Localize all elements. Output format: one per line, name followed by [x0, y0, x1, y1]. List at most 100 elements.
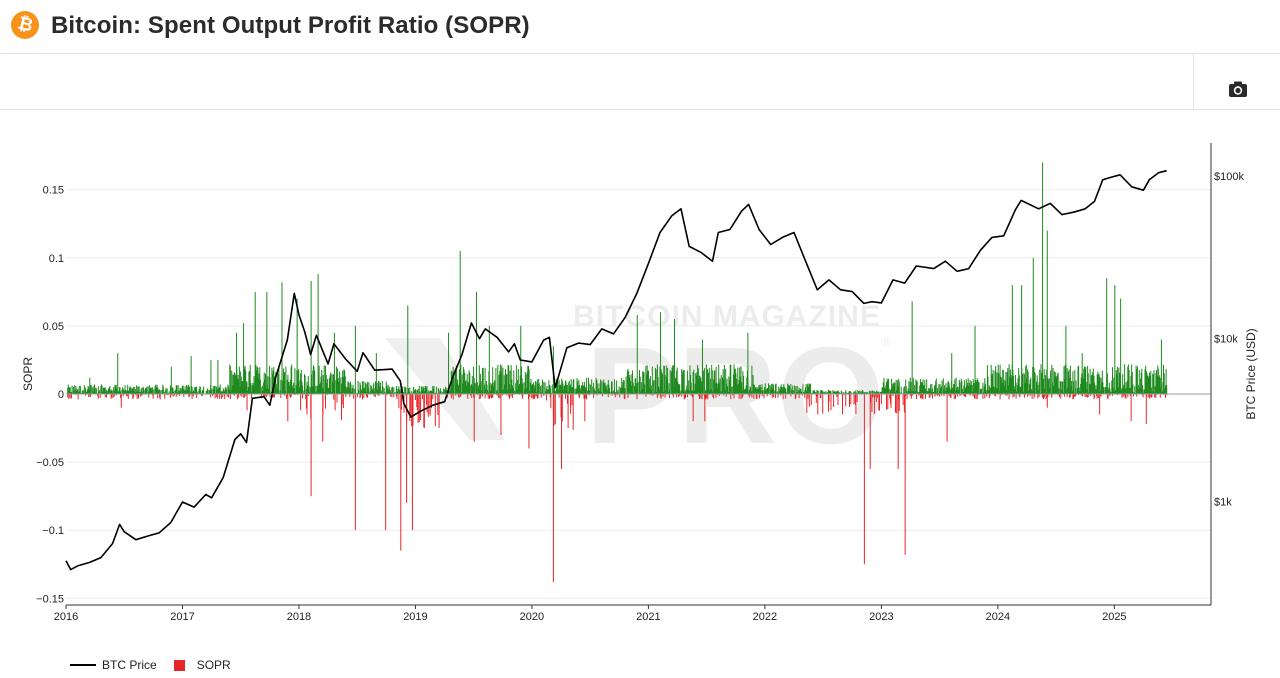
legend-sopr-swatch[interactable] — [173, 659, 185, 671]
sopr-bar — [533, 382, 535, 394]
sopr-bar — [505, 369, 506, 394]
sopr-bar — [679, 392, 681, 394]
sopr-bar — [950, 388, 952, 394]
sopr-bar — [811, 392, 813, 394]
sopr-bar — [773, 384, 775, 394]
sopr-bar — [402, 386, 404, 394]
sopr-bar — [251, 391, 252, 394]
sopr-bar — [219, 394, 221, 399]
sopr-bar — [967, 382, 969, 394]
sopr-bar — [157, 387, 159, 394]
sopr-bar — [111, 390, 113, 394]
sopr-bar — [1085, 366, 1087, 394]
sopr-bar — [180, 389, 182, 394]
sopr-bar — [925, 394, 926, 399]
sopr-bar — [460, 364, 462, 394]
legend-sopr-label[interactable]: SOPR — [196, 658, 231, 672]
sopr-bar — [178, 390, 180, 394]
sopr-bar — [929, 394, 931, 398]
sopr-bar — [343, 369, 345, 394]
sopr-bar — [265, 388, 267, 394]
sopr-bar — [570, 394, 572, 414]
chart-header: ₿ Bitcoin: Spent Output Profit Ratio (SO… — [0, 0, 1280, 54]
sopr-bar — [92, 386, 94, 394]
sopr-bar — [455, 365, 457, 394]
sopr-bar — [274, 378, 276, 394]
sopr-bar — [223, 389, 225, 394]
sopr-bar — [478, 385, 480, 394]
sopr-bar — [676, 370, 678, 394]
sopr-bar — [429, 394, 431, 415]
sopr-bar — [362, 394, 363, 400]
sopr-bar — [86, 391, 88, 394]
sopr-bar — [579, 387, 581, 394]
sopr-bar — [192, 392, 194, 394]
sopr-bar — [819, 394, 821, 399]
screenshot-button[interactable] — [1226, 77, 1250, 101]
sopr-bar — [1004, 385, 1006, 394]
sopr-bar — [492, 367, 494, 394]
sopr-bar — [748, 392, 750, 394]
sopr-bar — [726, 378, 728, 394]
sopr-bar — [976, 382, 977, 394]
sopr-bar — [810, 383, 812, 394]
sopr-bar — [903, 394, 905, 413]
sopr-bar — [263, 372, 265, 394]
sopr-bar — [803, 391, 805, 394]
sopr-bar — [675, 378, 677, 394]
x-tick-label: 2022 — [753, 611, 777, 623]
legend-price-line[interactable] — [70, 664, 96, 666]
sopr-bar — [871, 394, 873, 413]
sopr-bar — [199, 386, 201, 394]
sopr-bar — [717, 383, 719, 394]
sopr-bar — [228, 389, 230, 394]
sopr-bar — [763, 389, 765, 394]
sopr-bar — [649, 376, 651, 394]
sopr-bar — [991, 374, 993, 394]
sopr-bar — [201, 390, 203, 394]
sopr-bar — [363, 388, 365, 394]
sopr-bar — [612, 391, 614, 394]
sopr-bar — [83, 385, 85, 394]
sopr-bar — [628, 371, 630, 394]
sopr-bar — [431, 391, 433, 394]
sopr-bar — [1105, 392, 1107, 394]
sopr-bar — [947, 382, 949, 394]
sopr-bar — [959, 394, 961, 396]
camera-icon — [1229, 81, 1247, 97]
sopr-bar — [285, 366, 287, 394]
sopr-bar — [386, 385, 388, 394]
sopr-bar — [780, 386, 782, 394]
sopr-bar — [74, 390, 76, 394]
sopr-bar — [296, 298, 298, 394]
sopr-bar — [333, 332, 335, 394]
sopr-bar — [465, 380, 467, 394]
sopr-bar — [1063, 366, 1065, 394]
sopr-bar — [1136, 394, 1138, 397]
sopr-bar — [140, 389, 142, 394]
sopr-bar — [930, 384, 932, 394]
sopr-bar — [988, 390, 990, 394]
sopr-bar — [473, 394, 475, 398]
sopr-bar — [1099, 376, 1101, 394]
sopr-bar — [944, 385, 946, 394]
sopr-bar — [780, 394, 782, 396]
sopr-bar — [893, 382, 895, 394]
sopr-bar — [188, 384, 190, 394]
sopr-bar — [810, 394, 812, 405]
sopr-bar — [325, 374, 327, 394]
sopr-bar — [730, 386, 732, 394]
sopr-bar — [565, 380, 566, 394]
legend-price-label[interactable]: BTC Price — [102, 658, 157, 672]
sopr-bar — [836, 394, 838, 397]
sopr-bar — [583, 385, 585, 394]
sopr-bar — [538, 383, 540, 394]
sopr-bar — [1005, 394, 1007, 396]
sopr-bar — [305, 388, 307, 394]
sopr-bar — [341, 394, 342, 420]
sopr-bar — [880, 391, 882, 394]
sopr-bar — [192, 390, 194, 394]
sopr-bar — [515, 383, 517, 394]
sopr-bar — [187, 385, 189, 394]
sopr-bar — [534, 388, 536, 394]
